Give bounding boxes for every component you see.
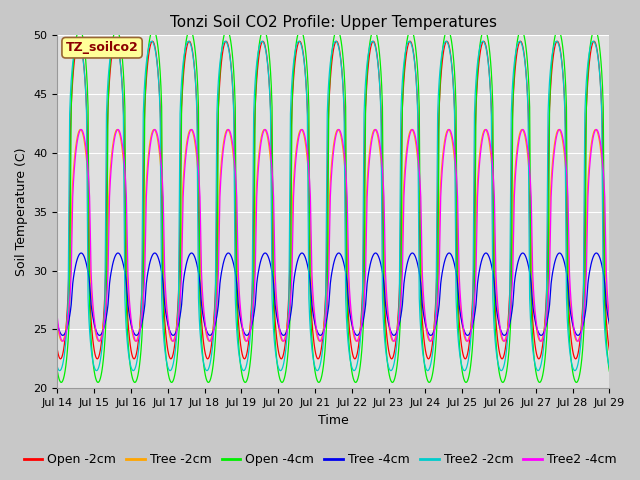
Legend: Open -2cm, Tree -2cm, Open -4cm, Tree -4cm, Tree2 -2cm, Tree2 -4cm: Open -2cm, Tree -2cm, Open -4cm, Tree -4… <box>19 448 621 471</box>
Title: Tonzi Soil CO2 Profile: Upper Temperatures: Tonzi Soil CO2 Profile: Upper Temperatur… <box>170 15 497 30</box>
X-axis label: Time: Time <box>318 414 349 427</box>
Y-axis label: Soil Temperature (C): Soil Temperature (C) <box>15 147 28 276</box>
Text: TZ_soilco2: TZ_soilco2 <box>66 41 138 54</box>
